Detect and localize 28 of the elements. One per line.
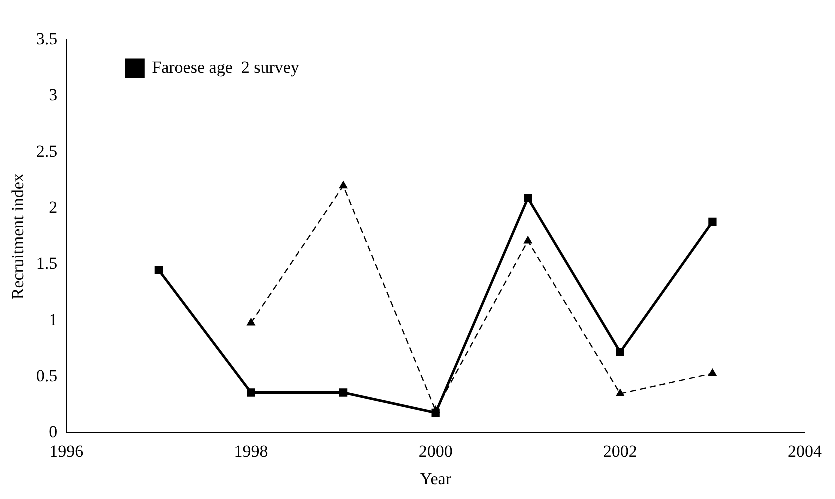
point bbox=[339, 181, 348, 189]
x-tick-label: 2004 bbox=[788, 442, 822, 461]
point bbox=[524, 236, 532, 244]
y-tick-label: 0 bbox=[49, 422, 58, 442]
point bbox=[247, 318, 256, 326]
point bbox=[524, 194, 532, 202]
point bbox=[616, 389, 624, 396]
y-tick-label: 3.5 bbox=[36, 29, 58, 48]
y-tick-label: 2 bbox=[49, 198, 58, 217]
x-tick-label: 1996 bbox=[50, 442, 84, 461]
y-axis-title: Recruitment index bbox=[8, 173, 28, 300]
x-tick-label: 1998 bbox=[234, 442, 268, 461]
point bbox=[708, 369, 717, 376]
y-tick-label: 0.5 bbox=[36, 366, 58, 386]
x-tick-label: 2000 bbox=[418, 442, 453, 461]
legend-label: Faroese age 2 survey bbox=[152, 58, 300, 77]
y-tick-label: 1.5 bbox=[36, 254, 58, 274]
point bbox=[154, 266, 164, 274]
point bbox=[708, 218, 717, 226]
point bbox=[616, 348, 624, 356]
x-tick-label: 2002 bbox=[603, 442, 638, 461]
y-tick-label: 2.5 bbox=[36, 142, 58, 161]
y-tick-label: 1 bbox=[49, 310, 58, 330]
y-tick-label: 3 bbox=[49, 86, 58, 105]
point bbox=[339, 388, 348, 397]
point bbox=[247, 388, 256, 397]
x-axis-title: Year bbox=[420, 469, 452, 488]
point bbox=[432, 408, 440, 418]
